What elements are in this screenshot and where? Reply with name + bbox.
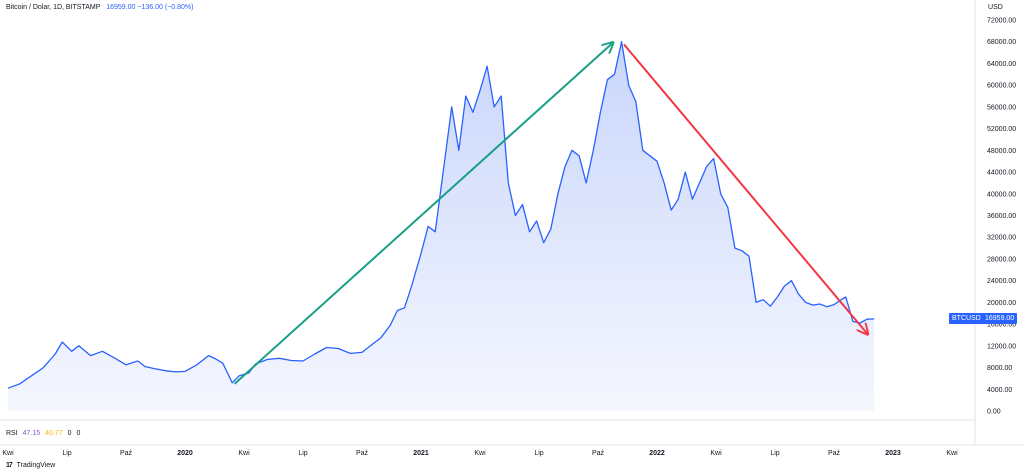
x-tick-label: 2020 (177, 450, 193, 457)
tradingview-logo-icon: 17 (6, 462, 13, 469)
y-tick-label: 48000.00 (987, 148, 1016, 155)
x-tick-label: 2023 (885, 450, 901, 457)
trend-arrows (233, 43, 867, 385)
x-tick-label: Lip (534, 450, 543, 457)
x-tick-label: 2021 (413, 450, 429, 457)
x-tick-label: Kwi (710, 450, 722, 457)
y-tick-label: 40000.00 (987, 191, 1016, 198)
x-tick-label: Paź (828, 450, 841, 457)
x-tick-label: Paź (592, 450, 605, 457)
x-tick-label: Kwi (474, 450, 486, 457)
price-axis[interactable]: 72000.00 68000.00 64000.00 60000.00 56000.00… (987, 18, 1016, 416)
rsi-value: 47.15 (22, 430, 41, 437)
x-tick-label: Paź (356, 450, 369, 457)
trend-arrow-up[interactable] (233, 43, 613, 385)
y-tick-label: 16000.00 (987, 322, 1016, 329)
symbol-badge: BTCUSD (949, 313, 984, 324)
tradingview-brand[interactable]: 17 TradingView (6, 462, 55, 469)
rsi-legend[interactable]: RSI 47.15 40.77 0 0 (6, 430, 80, 437)
x-tick-label: Lip (62, 450, 71, 457)
time-axis[interactable]: Kwi Lip Paź 2020 Kwi Lip Paź 2021 Kwi Lip Paź 2022 K… (2, 450, 958, 457)
x-tick-label: Kwi (946, 450, 958, 457)
y-tick-label: 36000.00 (987, 213, 1016, 220)
price-area-fill (8, 41, 875, 411)
y-tick-label: 4000.00 (987, 387, 1012, 394)
rsi-ma-value: 40.77 (45, 430, 63, 437)
y-tick-label: 28000.00 (987, 256, 1016, 263)
y-tick-label: 60000.00 (987, 83, 1016, 90)
y-tick-label: 12000.00 (987, 343, 1016, 350)
x-tick-label: Lip (770, 450, 779, 457)
y-tick-label: 64000.00 (987, 61, 1016, 68)
currency-label[interactable]: USD (988, 4, 1003, 11)
y-tick-label: 44000.00 (987, 170, 1016, 177)
last-price-change: 16959.00 −136.00 (−0.80%) (106, 4, 194, 11)
x-tick-label: Lip (298, 450, 307, 457)
y-tick-label: 32000.00 (987, 235, 1016, 242)
rsi-label: RSI (6, 430, 18, 437)
rsi-extra-value-1: 0 (67, 430, 72, 437)
y-tick-label: 8000.00 (987, 365, 1012, 372)
tradingview-name: TradingView (16, 462, 56, 469)
last-price-badge: 16959.00 (982, 313, 1018, 324)
rsi-extra-value-2: 0 (76, 430, 81, 437)
legend-header: Bitcoin / Dolar, 1D, BITSTAMP 16959.00 −… (6, 4, 193, 11)
y-tick-label: 56000.00 (987, 104, 1016, 111)
trend-arrow-down[interactable] (623, 43, 867, 333)
y-tick-label: 20000.00 (987, 300, 1016, 307)
y-tick-label: 24000.00 (987, 278, 1016, 285)
x-tick-label: Paź (120, 450, 133, 457)
y-tick-label: 0.00 (987, 409, 1001, 416)
price-area (8, 41, 875, 411)
x-tick-label: Kwi (238, 450, 250, 457)
symbol-title[interactable]: Bitcoin / Dolar, 1D, BITSTAMP (6, 4, 101, 11)
x-tick-label: Kwi (2, 450, 14, 457)
y-tick-label: 68000.00 (987, 39, 1016, 46)
y-tick-label: 72000.00 (987, 18, 1016, 25)
x-tick-label: 2022 (649, 450, 665, 457)
y-tick-label: 52000.00 (987, 126, 1016, 133)
